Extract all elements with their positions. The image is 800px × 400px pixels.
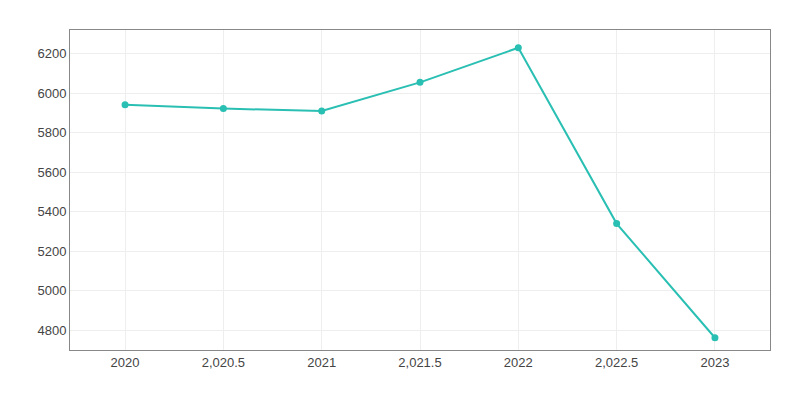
svg-text:5000: 5000 <box>37 283 66 298</box>
svg-text:5600: 5600 <box>37 165 66 180</box>
svg-text:4800: 4800 <box>37 323 66 338</box>
svg-text:2,021.5: 2,021.5 <box>398 355 441 370</box>
svg-text:2,022.5: 2,022.5 <box>595 355 638 370</box>
svg-text:2023: 2023 <box>700 355 729 370</box>
svg-text:2022: 2022 <box>504 355 533 370</box>
svg-text:6200: 6200 <box>37 46 66 61</box>
svg-text:2020: 2020 <box>111 355 140 370</box>
svg-text:2021: 2021 <box>307 355 336 370</box>
svg-text:2,020.5: 2,020.5 <box>202 355 245 370</box>
svg-text:6000: 6000 <box>37 86 66 101</box>
svg-text:5400: 5400 <box>37 204 66 219</box>
svg-text:5800: 5800 <box>37 125 66 140</box>
svg-text:5200: 5200 <box>37 244 66 259</box>
